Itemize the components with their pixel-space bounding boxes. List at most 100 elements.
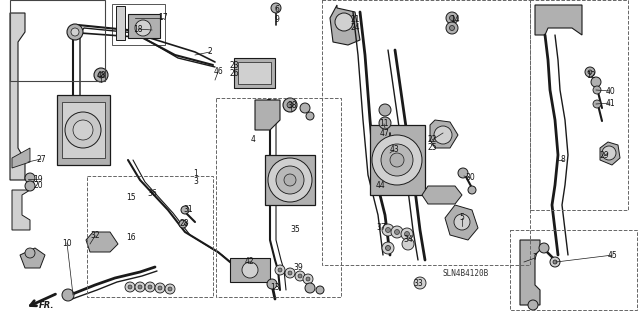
Polygon shape — [12, 190, 30, 230]
Text: 31: 31 — [183, 205, 193, 214]
Bar — [57, 95, 110, 165]
Text: 15: 15 — [126, 194, 136, 203]
Circle shape — [528, 300, 538, 310]
Circle shape — [468, 186, 476, 194]
Polygon shape — [535, 5, 582, 35]
Text: 44: 44 — [376, 181, 386, 189]
Circle shape — [181, 206, 189, 214]
Circle shape — [278, 268, 282, 272]
Circle shape — [381, 144, 413, 176]
Bar — [128, 14, 160, 38]
Circle shape — [283, 98, 297, 112]
Bar — [530, 0, 628, 210]
Text: 11: 11 — [380, 120, 388, 129]
Circle shape — [158, 286, 162, 290]
Circle shape — [434, 126, 452, 144]
Text: 47: 47 — [379, 129, 389, 137]
Circle shape — [145, 282, 155, 292]
Circle shape — [391, 226, 403, 238]
Circle shape — [585, 67, 595, 77]
Text: 2: 2 — [207, 48, 212, 56]
Circle shape — [73, 120, 93, 140]
Text: 32: 32 — [90, 232, 100, 241]
Polygon shape — [86, 232, 118, 252]
Circle shape — [385, 246, 390, 250]
Text: 3: 3 — [193, 177, 198, 187]
Text: 7: 7 — [532, 254, 538, 263]
Bar — [112, 4, 165, 45]
Text: 21: 21 — [350, 14, 360, 24]
Text: 39: 39 — [293, 263, 303, 271]
Text: 22: 22 — [428, 136, 436, 145]
Circle shape — [267, 279, 277, 289]
Circle shape — [382, 224, 394, 236]
Circle shape — [446, 22, 458, 34]
Polygon shape — [330, 5, 360, 45]
Circle shape — [135, 282, 145, 292]
Circle shape — [414, 277, 426, 289]
Circle shape — [379, 117, 391, 129]
Text: 33: 33 — [413, 278, 423, 287]
Circle shape — [306, 277, 310, 281]
Circle shape — [539, 243, 549, 253]
Circle shape — [298, 274, 302, 278]
Circle shape — [268, 158, 312, 202]
Polygon shape — [430, 120, 458, 148]
Circle shape — [65, 112, 101, 148]
Bar — [62, 102, 105, 158]
Circle shape — [168, 287, 172, 291]
Circle shape — [458, 168, 468, 178]
Circle shape — [25, 173, 35, 183]
Circle shape — [390, 153, 404, 167]
Circle shape — [449, 26, 454, 31]
Circle shape — [67, 24, 83, 40]
Polygon shape — [445, 205, 478, 240]
Circle shape — [316, 286, 324, 294]
Circle shape — [335, 13, 353, 31]
Text: 25: 25 — [427, 144, 437, 152]
Circle shape — [285, 268, 295, 278]
Bar — [10, 0, 105, 81]
Circle shape — [94, 68, 108, 82]
Text: 5: 5 — [460, 213, 465, 222]
Circle shape — [25, 181, 35, 191]
Bar — [238, 62, 271, 84]
Circle shape — [602, 146, 616, 160]
Text: FR.: FR. — [39, 301, 55, 310]
Circle shape — [271, 3, 281, 13]
Circle shape — [275, 265, 285, 275]
Bar — [322, 0, 530, 265]
Polygon shape — [600, 142, 620, 165]
Circle shape — [288, 271, 292, 275]
Circle shape — [125, 282, 135, 292]
Bar — [265, 155, 315, 205]
Text: 34: 34 — [403, 234, 413, 243]
Text: 14: 14 — [450, 16, 460, 25]
Circle shape — [138, 285, 142, 289]
Circle shape — [300, 103, 310, 113]
Text: 48: 48 — [96, 70, 106, 79]
Polygon shape — [520, 240, 540, 305]
Text: 36: 36 — [147, 189, 157, 197]
Text: 12: 12 — [586, 70, 596, 79]
Bar — [230, 258, 270, 282]
Circle shape — [372, 135, 422, 185]
Circle shape — [402, 238, 414, 250]
Text: 37: 37 — [376, 222, 386, 232]
Polygon shape — [116, 6, 125, 40]
Circle shape — [593, 86, 601, 94]
Circle shape — [155, 283, 165, 293]
Polygon shape — [10, 13, 25, 180]
Text: 42: 42 — [244, 256, 254, 265]
Text: 9: 9 — [275, 16, 280, 25]
Circle shape — [287, 102, 293, 108]
Circle shape — [303, 274, 313, 284]
Circle shape — [401, 228, 413, 240]
Text: 20: 20 — [33, 182, 43, 190]
Circle shape — [295, 271, 305, 281]
Circle shape — [553, 260, 557, 264]
Circle shape — [165, 284, 175, 294]
Text: 43: 43 — [389, 145, 399, 154]
Circle shape — [25, 248, 35, 258]
Circle shape — [306, 112, 314, 120]
